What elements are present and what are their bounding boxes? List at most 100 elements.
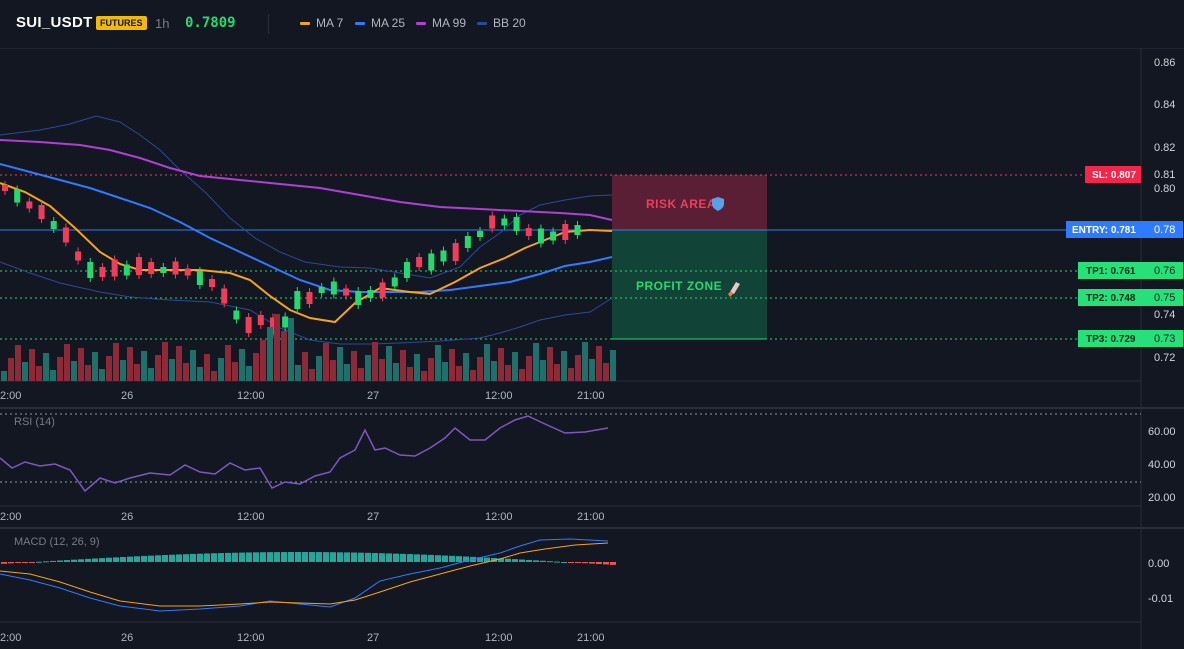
price-axis[interactable]: 0.86 0.84 0.82 0.80 0.74 0.72 <box>1154 57 1175 364</box>
volume-bar <box>99 369 105 381</box>
volume-bar <box>484 344 490 381</box>
volume-bar <box>358 368 364 381</box>
volume-bar <box>449 349 455 381</box>
bb20-swatch <box>477 21 487 25</box>
volume-bar <box>393 363 399 381</box>
symbol-name[interactable]: SUI_USDT <box>16 14 93 31</box>
bollinger-bands <box>0 115 613 345</box>
volume-bar <box>176 346 182 381</box>
macd-bar <box>547 561 553 563</box>
macd-bar <box>141 555 147 562</box>
profit-zone[interactable] <box>612 230 767 339</box>
macd-bar <box>533 560 539 562</box>
tp1-label-box[interactable] <box>1078 262 1183 279</box>
volume-bar <box>8 358 14 381</box>
macd-bar <box>295 552 301 562</box>
volume-bar <box>372 342 378 381</box>
rsi-title[interactable]: RSI (14) <box>14 416 55 428</box>
rsi-time-axis[interactable]: 2:00 26 12:00 27 12:00 21:00 <box>0 511 605 523</box>
volume-bar <box>50 370 56 381</box>
volume-bar <box>134 364 140 381</box>
time-tick: 21:00 <box>577 632 605 644</box>
candle <box>123 264 130 276</box>
volume-bar <box>57 357 63 381</box>
ma7-line <box>0 182 613 324</box>
tp2-label-box[interactable] <box>1078 289 1183 306</box>
tp3-axis-value: 0.73 <box>1154 333 1175 345</box>
candle <box>233 310 240 320</box>
futures-badge: FUTURES <box>96 16 147 30</box>
volume-bar <box>463 353 469 381</box>
macd-bar <box>78 559 84 562</box>
volume-bar <box>225 345 231 381</box>
legend-ma99[interactable]: MA 99 <box>416 16 466 30</box>
volume-bar <box>533 343 539 381</box>
main-time-axis[interactable]: 2:00 26 12:00 27 12:00 21:00 <box>0 390 605 402</box>
macd-bar <box>512 559 518 562</box>
legend-ma7[interactable]: MA 7 <box>300 16 343 30</box>
macd-bar <box>260 552 266 562</box>
volume-bar <box>78 348 84 381</box>
macd-bar <box>274 552 280 562</box>
macd-bar <box>603 562 609 565</box>
volume-bar <box>568 368 574 381</box>
macd-bar <box>50 560 56 562</box>
legend-ma99-label: MA 99 <box>432 16 467 30</box>
sl-axis-value: 0.81 <box>1154 169 1175 181</box>
volume-bar <box>211 371 217 381</box>
macd-bar <box>253 552 259 562</box>
time-tick: 27 <box>367 511 379 523</box>
candle <box>513 217 520 231</box>
candle <box>75 251 82 261</box>
time-tick: 2:00 <box>0 632 21 644</box>
ma7-swatch <box>300 21 310 25</box>
macd-bar <box>505 558 511 562</box>
volume-bar <box>477 357 483 381</box>
legend-ma25[interactable]: MA 25 <box>355 16 405 30</box>
volume-bar <box>120 360 126 381</box>
macd-time-axis[interactable]: 2:00 26 12:00 27 12:00 21:00 <box>0 632 605 644</box>
legend-bb20[interactable]: BB 20 <box>477 16 526 30</box>
risk-zone[interactable] <box>612 175 767 230</box>
entry-label: ENTRY: 0.781 <box>1072 225 1136 236</box>
macd-bar <box>106 557 112 562</box>
candle <box>184 268 191 276</box>
candle <box>282 316 289 328</box>
time-tick: 2:00 <box>0 390 21 402</box>
candle <box>2 185 8 191</box>
macd-bar <box>225 552 231 562</box>
candle <box>440 250 447 262</box>
candle <box>62 227 69 243</box>
volume-bar <box>288 318 294 381</box>
volume-bar <box>379 359 385 381</box>
volume-bar <box>190 350 196 381</box>
volume-bar <box>239 349 245 381</box>
risk-zone-label: RISK AREA <box>646 197 716 211</box>
sl-label-box[interactable] <box>1085 166 1141 183</box>
macd-bar <box>92 558 98 562</box>
macd-bar <box>43 561 49 563</box>
rocket-flame <box>728 291 733 297</box>
legend-ma25-label: MA 25 <box>371 16 406 30</box>
candle <box>367 290 374 298</box>
macd-bar <box>309 552 315 562</box>
volume-bar <box>610 350 616 381</box>
entry-label-box[interactable] <box>1066 221 1183 238</box>
timeframe-label[interactable]: 1h <box>155 16 170 31</box>
macd-bar <box>302 552 308 562</box>
macd-bar <box>99 558 105 562</box>
macd-bar <box>246 552 252 562</box>
candle <box>148 262 155 274</box>
tp3-label-box[interactable] <box>1078 330 1183 347</box>
volume-bar <box>22 362 28 381</box>
macd-title[interactable]: MACD (12, 26, 9) <box>14 536 100 548</box>
macd-bar <box>1 562 7 564</box>
volume-bar <box>155 355 161 381</box>
price-tick: 0.84 <box>1154 99 1175 111</box>
time-tick: 12:00 <box>485 511 513 523</box>
macd-bar <box>113 557 119 562</box>
ma99-line <box>0 139 613 221</box>
candle <box>87 262 94 278</box>
candle <box>525 228 532 236</box>
